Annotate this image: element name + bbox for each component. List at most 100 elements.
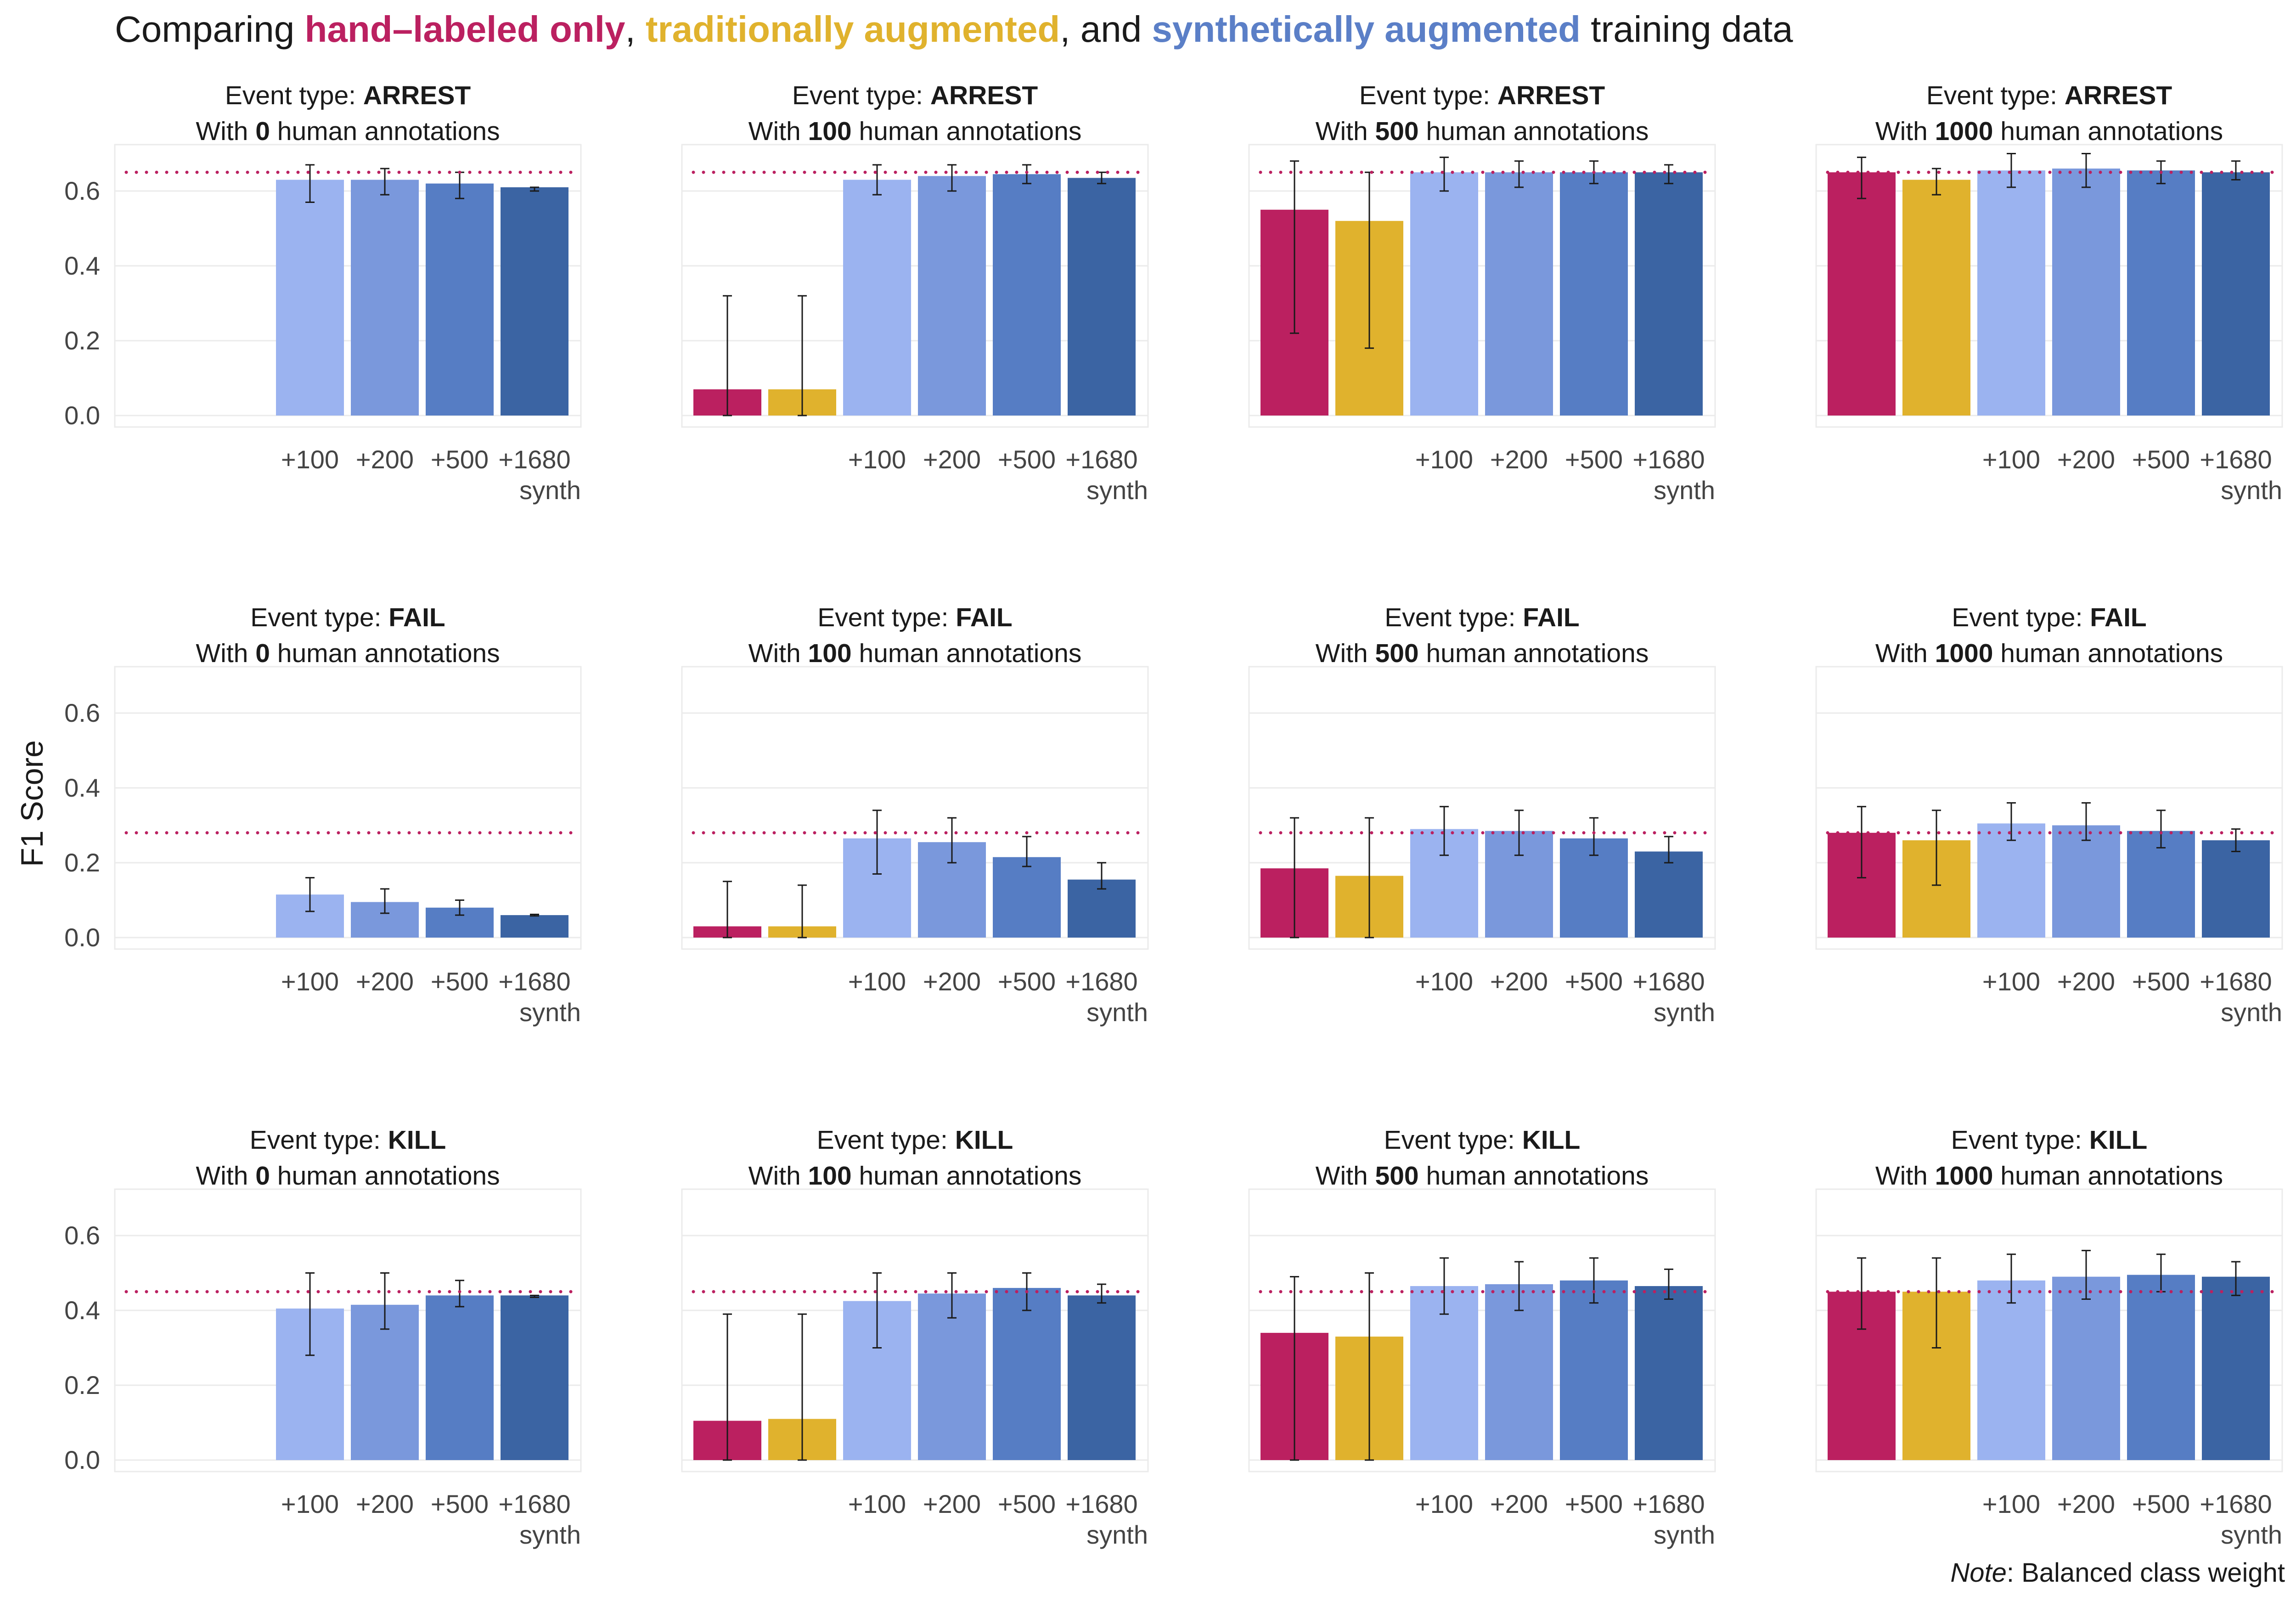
bar bbox=[1560, 172, 1628, 416]
panel-subtitle-suffix: human annotations bbox=[852, 117, 1082, 146]
x-tick-label: +500 bbox=[2132, 1489, 2190, 1518]
x-tick-label: +500 bbox=[998, 967, 1056, 996]
panel-event-type: KILL bbox=[955, 1125, 1013, 1155]
x-tick-label: +1680 bbox=[1065, 967, 1137, 996]
panel-subtitle-prefix: With bbox=[196, 639, 255, 668]
panel-event-type: FAIL bbox=[388, 603, 445, 632]
panel-annotation-count: 0 bbox=[255, 1161, 270, 1191]
x-caption-synth: synth bbox=[2221, 1520, 2282, 1549]
x-tick-label: +500 bbox=[2132, 967, 2190, 996]
panel-title-prefix: Event type: bbox=[792, 81, 930, 110]
note: Note: Balanced class weight bbox=[1950, 1557, 2285, 1588]
bar bbox=[2202, 172, 2270, 416]
panel-subtitle-suffix: human annotations bbox=[270, 639, 500, 668]
panel-subtitle-prefix: With bbox=[1316, 639, 1375, 668]
panel-title-prefix: Event type: bbox=[1951, 1125, 2089, 1155]
x-tick-label: +500 bbox=[431, 445, 489, 474]
panel-subtitle-prefix: With bbox=[1316, 1161, 1375, 1191]
panel-title: Event type: FAIL bbox=[1384, 603, 1580, 632]
x-tick-label: +200 bbox=[2057, 1489, 2115, 1518]
x-tick-label: +200 bbox=[356, 445, 414, 474]
x-tick-label: +1680 bbox=[1632, 445, 1705, 474]
panel-frame bbox=[114, 666, 582, 950]
panel-title: Event type: ARREST bbox=[1926, 81, 2172, 110]
x-tick-label: +100 bbox=[848, 967, 906, 996]
x-tick-label: +200 bbox=[1490, 967, 1548, 996]
x-caption-synth: synth bbox=[2221, 476, 2282, 505]
x-tick-label: +500 bbox=[1565, 967, 1623, 996]
chart-title: Comparing hand–labeled only, traditional… bbox=[115, 8, 1793, 51]
bar bbox=[2202, 1276, 2270, 1460]
panel-subtitle-suffix: human annotations bbox=[1993, 639, 2223, 668]
x-tick-label: +1680 bbox=[1065, 1489, 1137, 1518]
panel-fail-1000: Event type: FAIL With 1000 human annotati… bbox=[1815, 603, 2283, 1027]
bar bbox=[1977, 823, 2045, 938]
panel-subtitle: With 500 human annotations bbox=[1316, 117, 1649, 146]
y-tick-label: 0.0 bbox=[64, 1445, 100, 1474]
panel-fail-0: Event type: FAIL With 0 human annotations… bbox=[64, 603, 582, 1027]
panel-title: Event type: FAIL bbox=[1952, 603, 2147, 632]
panel-annotation-count: 1000 bbox=[1935, 117, 1993, 146]
x-tick-label: +1680 bbox=[1065, 445, 1137, 474]
x-tick-label: +200 bbox=[1490, 1489, 1548, 1518]
x-tick-label: +500 bbox=[1565, 1489, 1623, 1518]
panel-arrest-1000: Event type: ARREST With 1000 human annota… bbox=[1815, 81, 2283, 505]
bar bbox=[1410, 172, 1478, 416]
panel-subtitle-suffix: human annotations bbox=[1993, 117, 2223, 146]
x-caption-synth: synth bbox=[2221, 998, 2282, 1027]
title-traditional: traditionally augmented bbox=[645, 9, 1060, 50]
panel-annotation-count: 500 bbox=[1375, 639, 1419, 668]
panel-subtitle-prefix: With bbox=[1875, 639, 1935, 668]
panel-subtitle: With 100 human annotations bbox=[748, 1161, 1082, 1191]
bar bbox=[918, 1293, 986, 1460]
bar bbox=[993, 174, 1061, 416]
bar bbox=[351, 1304, 419, 1460]
x-caption-synth: synth bbox=[1086, 998, 1148, 1027]
x-tick-label: +500 bbox=[431, 967, 489, 996]
bar bbox=[1485, 172, 1553, 416]
panel-event-type: FAIL bbox=[2090, 603, 2147, 632]
x-caption-synth: synth bbox=[1086, 476, 1148, 505]
panel-event-type: ARREST bbox=[930, 81, 1038, 110]
panel-event-type: FAIL bbox=[1523, 603, 1580, 632]
bar bbox=[1977, 1280, 2045, 1460]
bar bbox=[1635, 172, 1703, 416]
panel-annotation-count: 100 bbox=[808, 117, 852, 146]
bar bbox=[2127, 170, 2195, 416]
x-tick-label: +1680 bbox=[1632, 967, 1705, 996]
bar bbox=[1068, 178, 1136, 416]
y-tick-label: 0.6 bbox=[64, 698, 100, 727]
x-caption-synth: synth bbox=[1654, 998, 1715, 1027]
title-synthetic: synthetically augmented bbox=[1152, 9, 1581, 50]
x-tick-label: +100 bbox=[1415, 967, 1473, 996]
x-caption-synth: synth bbox=[519, 1520, 581, 1549]
panel-subtitle: With 0 human annotations bbox=[196, 1161, 500, 1191]
bar bbox=[276, 180, 344, 416]
panel-fail-100: Event type: FAIL With 100 human annotatio… bbox=[681, 603, 1149, 1027]
panel-title-prefix: Event type: bbox=[817, 1125, 955, 1155]
bar bbox=[501, 187, 568, 416]
x-tick-label: +500 bbox=[2132, 445, 2190, 474]
x-caption-synth: synth bbox=[519, 998, 581, 1027]
x-tick-label: +100 bbox=[1982, 967, 2040, 996]
x-tick-label: +1680 bbox=[2200, 1489, 2272, 1518]
panel-subtitle-suffix: human annotations bbox=[270, 117, 500, 146]
y-tick-label: 0.4 bbox=[64, 1296, 100, 1325]
x-tick-label: +100 bbox=[848, 445, 906, 474]
panel-event-type: KILL bbox=[388, 1125, 446, 1155]
x-tick-label: +500 bbox=[998, 1489, 1056, 1518]
panel-kill-500: Event type: KILL With 500 human annotatio… bbox=[1248, 1125, 1716, 1549]
bar bbox=[1635, 851, 1703, 938]
panel-fail-500: Event type: FAIL With 500 human annotatio… bbox=[1248, 603, 1716, 1027]
panel-subtitle: With 1000 human annotations bbox=[1875, 1161, 2223, 1191]
panel-subtitle-suffix: human annotations bbox=[1419, 1161, 1649, 1191]
panel-annotation-count: 1000 bbox=[1935, 1161, 1993, 1191]
panel-subtitle: With 500 human annotations bbox=[1316, 639, 1649, 668]
panel-kill-1000: Event type: KILL With 1000 human annotati… bbox=[1815, 1125, 2283, 1549]
y-tick-label: 0.6 bbox=[64, 176, 100, 205]
panel-subtitle: With 1000 human annotations bbox=[1875, 117, 2223, 146]
panel-title-prefix: Event type: bbox=[1384, 1125, 1522, 1155]
panel-subtitle: With 100 human annotations bbox=[748, 117, 1082, 146]
x-tick-label: +1680 bbox=[498, 445, 570, 474]
